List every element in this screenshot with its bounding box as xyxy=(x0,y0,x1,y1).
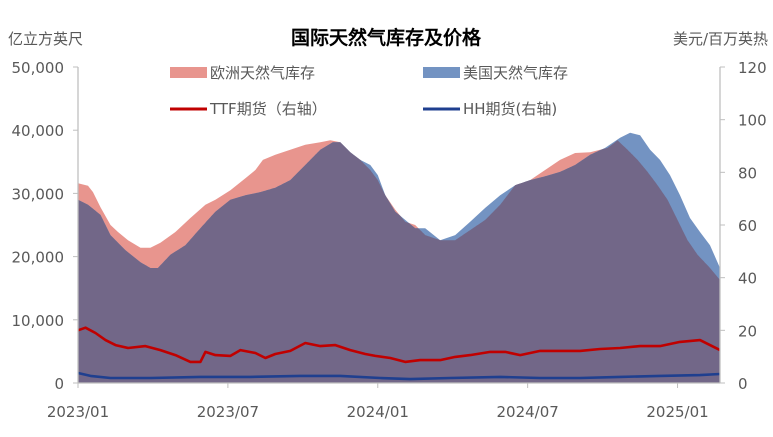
line-hh-futures xyxy=(77,371,721,381)
left-tick-label: 10,000 xyxy=(12,312,65,330)
legend-swatch-us xyxy=(423,67,460,78)
legend-label-us: 美国天然气库存 xyxy=(463,64,568,82)
x-tick-label: 2024/07 xyxy=(496,403,558,421)
legend-label-europe: 欧洲天然气库存 xyxy=(210,64,315,82)
legend-swatch-europe xyxy=(170,67,207,78)
right-tick-label: 0 xyxy=(738,375,748,393)
right-tick-label: 120 xyxy=(738,59,767,77)
left-tick-label: 40,000 xyxy=(12,122,65,140)
right-tick-label: 80 xyxy=(738,164,757,182)
left-tick-label: 50,000 xyxy=(12,59,65,77)
legend-label-hh: HH期货(右轴) xyxy=(463,100,557,118)
left-tick-label: 30,000 xyxy=(12,185,65,203)
left-axis-label: 亿立方英尺 xyxy=(8,30,83,48)
right-tick-label: 40 xyxy=(738,270,757,288)
right-axis-label: 美元/百万英热 xyxy=(673,30,768,48)
right-tick-label: 20 xyxy=(738,322,757,340)
x-tick-label: 2023/07 xyxy=(197,403,259,421)
right-tick-label: 60 xyxy=(738,217,757,235)
legend-label-ttf: TTF期货（右轴） xyxy=(209,100,327,118)
right-tick-label: 100 xyxy=(738,112,767,130)
chart-title: 国际天然气库存及价格 xyxy=(291,26,482,49)
left-tick-label: 20,000 xyxy=(12,249,65,267)
line-ttf-futures xyxy=(77,326,721,364)
area-overlap xyxy=(78,140,720,383)
x-tick-label: 2024/01 xyxy=(347,403,409,421)
x-tick-label: 2023/01 xyxy=(47,403,109,421)
x-tick-label: 2025/01 xyxy=(646,403,708,421)
left-tick-label: 0 xyxy=(54,375,64,393)
